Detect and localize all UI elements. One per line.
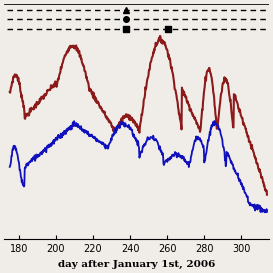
X-axis label: day after January 1st, 2006: day after January 1st, 2006 [58, 260, 215, 269]
